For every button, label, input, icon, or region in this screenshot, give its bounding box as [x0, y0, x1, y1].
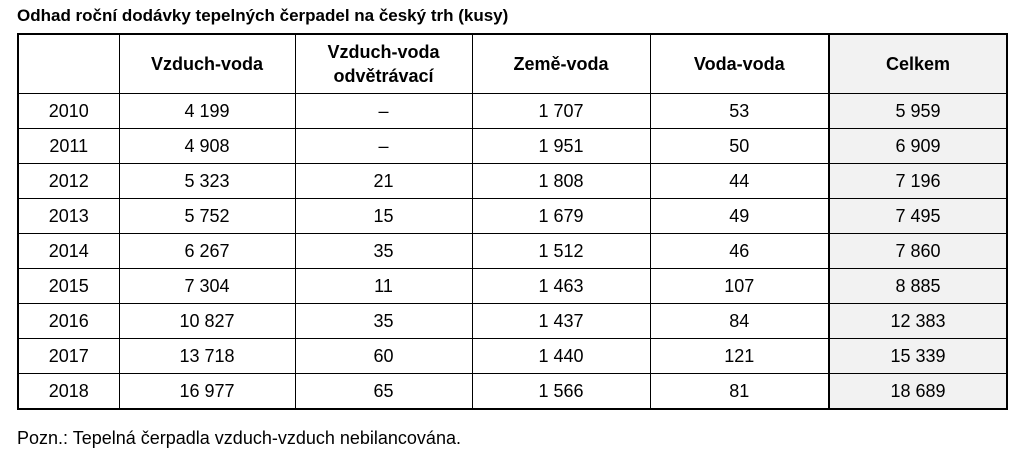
cell-total: 15 339 — [828, 338, 1008, 374]
cell-year: 2014 — [17, 233, 120, 269]
cell-ground-water: 1 707 — [471, 93, 651, 129]
header-row: Vzduch-voda Vzduch-voda odvětrávací Země… — [17, 33, 1008, 94]
header-air-water-exhaust: Vzduch-voda odvětrávací — [294, 33, 473, 94]
cell-water-water: 107 — [649, 268, 830, 304]
cell-air-water: 7 304 — [118, 268, 296, 304]
header-ground-water: Země-voda — [471, 33, 651, 94]
cell-ground-water: 1 463 — [471, 268, 651, 304]
cell-air-water: 10 827 — [118, 303, 296, 339]
cell-water-water: 49 — [649, 198, 830, 234]
cell-total: 5 959 — [828, 93, 1008, 129]
table-row: 2011 4 908–1 951 50 6 909 — [17, 128, 1008, 164]
cell-air-water-exhaust: 15 — [294, 198, 473, 234]
cell-air-water: 5 323 — [118, 163, 296, 199]
cell-year: 2010 — [17, 93, 120, 129]
cell-air-water-exhaust: 35 — [294, 303, 473, 339]
cell-total: 7 196 — [828, 163, 1008, 199]
table-row: 2016 10 827 35 1 437 84 12 383 — [17, 303, 1008, 339]
cell-air-water-exhaust: 21 — [294, 163, 473, 199]
header-total: Celkem — [828, 33, 1008, 94]
cell-year: 2016 — [17, 303, 120, 339]
cell-water-water: 121 — [649, 338, 830, 374]
cell-total: 18 689 — [828, 373, 1008, 410]
cell-air-water-exhaust: – — [294, 93, 473, 129]
cell-year: 2013 — [17, 198, 120, 234]
cell-ground-water: 1 808 — [471, 163, 651, 199]
cell-air-water-exhaust: 11 — [294, 268, 473, 304]
cell-water-water: 81 — [649, 373, 830, 410]
cell-ground-water: 1 566 — [471, 373, 651, 410]
cell-year: 2018 — [17, 373, 120, 410]
cell-ground-water: 1 951 — [471, 128, 651, 164]
table-title: Odhad roční dodávky tepelných čerpadel n… — [17, 6, 509, 25]
cell-total: 7 860 — [828, 233, 1008, 269]
cell-air-water: 16 977 — [118, 373, 296, 410]
cell-year: 2012 — [17, 163, 120, 199]
table-row: 2015 7 304 11 1 463 107 8 885 — [17, 268, 1008, 304]
cell-air-water: 6 267 — [118, 233, 296, 269]
cell-total: 8 885 — [828, 268, 1008, 304]
table-row: 2014 6 267 35 1 512 46 7 860 — [17, 233, 1008, 269]
header-air-water-exhaust-label: Vzduch-voda odvětrávací — [327, 42, 440, 86]
cell-air-water-exhaust: 35 — [294, 233, 473, 269]
heat-pump-table: Vzduch-voda Vzduch-voda odvětrávací Země… — [17, 33, 1008, 410]
footnote: Pozn.: Tepelná čerpadla vzduch-vzduch ne… — [17, 428, 461, 448]
cell-ground-water: 1 512 — [471, 233, 651, 269]
table-row: 2010 4 199–1 707 53 5 959 — [17, 93, 1008, 129]
header-water-water: Voda-voda — [649, 33, 830, 94]
cell-water-water: 50 — [649, 128, 830, 164]
cell-year: 2011 — [17, 128, 120, 164]
cell-ground-water: 1 440 — [471, 338, 651, 374]
cell-air-water-exhaust: 60 — [294, 338, 473, 374]
table-row: 2013 5 752 15 1 679 49 7 495 — [17, 198, 1008, 234]
cell-air-water: 5 752 — [118, 198, 296, 234]
cell-ground-water: 1 679 — [471, 198, 651, 234]
cell-ground-water: 1 437 — [471, 303, 651, 339]
cell-total: 12 383 — [828, 303, 1008, 339]
cell-year: 2017 — [17, 338, 120, 374]
cell-water-water: 44 — [649, 163, 830, 199]
cell-air-water: 4 199 — [118, 93, 296, 129]
header-air-water: Vzduch-voda — [118, 33, 296, 94]
cell-air-water: 13 718 — [118, 338, 296, 374]
cell-water-water: 46 — [649, 233, 830, 269]
header-year — [17, 33, 120, 94]
cell-year: 2015 — [17, 268, 120, 304]
table-row: 2018 16 977 65 1 566 81 18 689 — [17, 373, 1008, 410]
cell-total: 6 909 — [828, 128, 1008, 164]
table-row: 2017 13 718 60 1 440 121 15 339 — [17, 338, 1008, 374]
cell-water-water: 53 — [649, 93, 830, 129]
cell-air-water-exhaust: 65 — [294, 373, 473, 410]
cell-water-water: 84 — [649, 303, 830, 339]
cell-air-water: 4 908 — [118, 128, 296, 164]
table-row: 2012 5 323 21 1 808 44 7 196 — [17, 163, 1008, 199]
cell-total: 7 495 — [828, 198, 1008, 234]
cell-air-water-exhaust: – — [294, 128, 473, 164]
